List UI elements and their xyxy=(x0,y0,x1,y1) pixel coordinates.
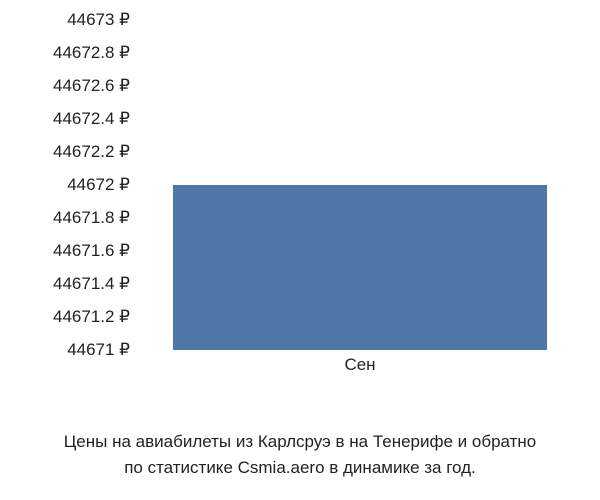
bar xyxy=(173,185,547,350)
y-axis: 44673 ₽44672.8 ₽44672.6 ₽44672.4 ₽44672.… xyxy=(15,20,130,350)
y-tick-label: 44672.8 ₽ xyxy=(15,43,130,63)
caption-line1: Цены на авиабилеты из Карлсруэ в на Тене… xyxy=(64,432,537,451)
caption-line2: по статистике Csmia.aero в динамике за г… xyxy=(124,458,476,477)
y-tick-label: 44671.6 ₽ xyxy=(15,241,130,261)
y-tick-label: 44672 ₽ xyxy=(15,175,130,195)
plot-area xyxy=(140,20,580,350)
y-tick-label: 44672.6 ₽ xyxy=(15,76,130,96)
y-tick-label: 44673 ₽ xyxy=(15,10,130,30)
y-tick-label: 44671.8 ₽ xyxy=(15,208,130,228)
x-tick-label: Сен xyxy=(344,355,375,375)
y-tick-label: 44672.4 ₽ xyxy=(15,109,130,129)
y-tick-label: 44671.2 ₽ xyxy=(15,307,130,327)
chart-container: 44673 ₽44672.8 ₽44672.6 ₽44672.4 ₽44672.… xyxy=(15,20,585,440)
chart-caption: Цены на авиабилеты из Карлсруэ в на Тене… xyxy=(0,429,600,480)
y-tick-label: 44672.2 ₽ xyxy=(15,142,130,162)
y-tick-label: 44671.4 ₽ xyxy=(15,274,130,294)
y-tick-label: 44671 ₽ xyxy=(15,340,130,360)
x-axis: Сен xyxy=(140,355,580,380)
